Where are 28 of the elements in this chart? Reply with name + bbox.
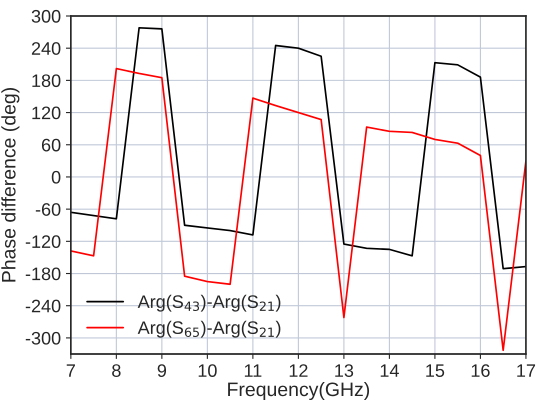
y-tick-label: 300	[32, 10, 60, 23]
y-tick-label: -120	[26, 235, 60, 248]
x-tick-label: 7	[66, 364, 75, 377]
y-tick-label: -240	[26, 300, 60, 312]
line-series	[70, 26, 526, 270]
y-axis-title: Phase difference (deg)	[1, 88, 20, 282]
x-tick-label: 13	[335, 364, 354, 377]
x-tick-label: 16	[472, 364, 490, 377]
y-tick-label: -300	[26, 332, 60, 345]
legend-label: Arg(S$_{43}$)-Arg(S$_{21}$)	[138, 294, 280, 312]
x-tick-label: 9	[158, 364, 166, 377]
x-axis-title: Frequency(GHz)	[228, 382, 370, 400]
y-tick-label: 0	[52, 170, 60, 184]
x-tick-label: 15	[426, 364, 444, 377]
legend-label: Arg(S$_{65}$)-Arg(S$_{21}$)	[138, 320, 280, 338]
x-tick-label: 12	[290, 364, 308, 377]
y-tick-label: 240	[32, 42, 60, 55]
x-tick-label: 14	[380, 364, 399, 377]
y-tick-label: 60	[42, 138, 60, 152]
x-tick-label: 17	[517, 364, 536, 377]
y-tick-label: -180	[26, 267, 60, 280]
y-tick-label: 180	[32, 74, 60, 88]
x-tick-label: 8	[112, 364, 121, 377]
x-tick-label: 10	[198, 364, 217, 377]
line-series	[70, 68, 526, 352]
y-tick-label: 120	[32, 106, 60, 120]
y-tick-label: -60	[36, 203, 60, 216]
x-tick-label: 11	[244, 364, 262, 377]
